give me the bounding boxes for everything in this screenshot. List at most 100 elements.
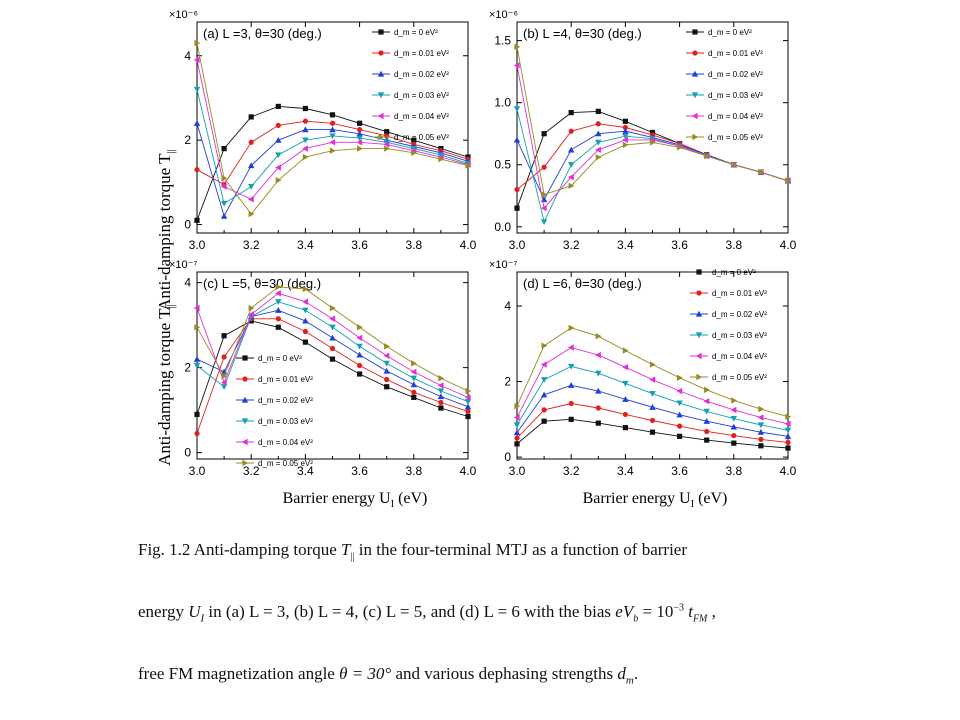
data-point: [248, 114, 254, 120]
x-tick-label: 3.6: [671, 238, 688, 252]
data-point: [731, 440, 737, 446]
data-point: [649, 361, 656, 368]
y-tick-label: 0: [184, 446, 191, 460]
data-point: [329, 126, 336, 133]
data-point: [704, 386, 710, 394]
data-point: [411, 137, 417, 143]
x-tick-label: 3.2: [563, 464, 580, 478]
y-tick-label: 2: [184, 133, 191, 147]
x-tick-label: 4.0: [460, 464, 477, 478]
data-point: [785, 439, 791, 445]
series-4: [513, 344, 791, 428]
data-point: [193, 120, 201, 126]
legend-marker: [378, 50, 384, 56]
data-point: [541, 418, 547, 424]
data-point: [384, 384, 390, 390]
data-point: [622, 411, 629, 418]
legend-marker: [242, 376, 248, 382]
data-point: [356, 130, 363, 137]
data-point: [622, 347, 629, 354]
series-1: [194, 316, 471, 437]
data-point: [514, 435, 520, 441]
legend-marker: [691, 112, 698, 120]
data-point: [329, 304, 336, 312]
x-tick-label: 3.2: [243, 464, 260, 478]
legend-label: d_m = 0.02 eV²: [258, 396, 313, 405]
data-point: [622, 133, 629, 140]
data-point: [622, 124, 629, 131]
data-point: [649, 429, 656, 435]
y-tick-label: 0.5: [494, 158, 511, 172]
x-tick-label: 3.2: [563, 238, 580, 252]
data-point: [248, 162, 255, 169]
data-point: [329, 315, 336, 322]
chart-panel-1: 3.0 3.2 3.4 3.6 3.8 4.0 0 2 4 ×10⁻⁶ (a) L =3, θ=30…: [169, 9, 477, 252]
series-2: [513, 382, 792, 439]
data-point: [785, 177, 792, 185]
data-point: [384, 343, 390, 350]
data-point: [329, 356, 336, 362]
data-point: [329, 112, 336, 118]
legend-label: d_m = 0.05 eV²: [394, 133, 449, 142]
data-point: [194, 217, 200, 223]
data-point: [541, 191, 548, 198]
data-point: [622, 396, 629, 402]
data-point: [703, 398, 710, 405]
data-point: [356, 343, 363, 350]
panel-title: (c) L =5, θ=30 (deg.): [203, 276, 321, 291]
caption-line-1: Fig. 1.2 Anti-damping torque T|| in the …: [138, 540, 687, 563]
legend: d_m = 0 eV² d_m = 0.01 eV² d_m = 0.02 eV² d…: [690, 268, 767, 382]
data-point: [649, 376, 656, 383]
data-point: [784, 420, 791, 428]
data-point: [514, 186, 520, 193]
data-point: [568, 324, 575, 332]
x-tick-label: 3.6: [671, 464, 688, 478]
data-point: [302, 339, 308, 345]
legend: d_m = 0 eV² d_m = 0.01 eV² d_m = 0.02 eV² d…: [686, 28, 763, 142]
legend-label: d_m = 0.03 eV²: [708, 91, 763, 100]
data-point: [357, 362, 363, 369]
data-point: [220, 384, 228, 390]
data-point: [411, 389, 417, 395]
data-point: [785, 445, 791, 451]
legend-label: d_m = 0.03 eV²: [394, 91, 449, 100]
data-point: [275, 316, 281, 322]
legend-marker: [695, 310, 703, 317]
data-point: [676, 411, 683, 418]
data-point: [220, 212, 228, 219]
legend-label: d_m = 0.05 eV²: [708, 133, 763, 142]
legend-label: d_m = 0.03 eV²: [712, 331, 767, 340]
data-point: [329, 345, 336, 352]
data-point: [704, 428, 710, 435]
data-point: [513, 414, 520, 421]
data-point: [703, 418, 710, 424]
data-point: [357, 127, 363, 133]
chart-panel-4: 3.0 3.2 3.4 3.6 3.8 4.0 0 2 4 ×10⁻⁷ (d) L =6, θ=30…: [489, 259, 797, 478]
legend-marker: [378, 29, 384, 35]
legend-marker: [242, 459, 249, 467]
data-point: [411, 360, 417, 367]
data-point: [622, 141, 629, 149]
data-point: [329, 147, 336, 154]
y-tick-label: 4: [184, 276, 191, 290]
data-point: [757, 428, 765, 435]
data-point: [248, 304, 255, 312]
data-point: [302, 328, 308, 335]
legend-label: d_m = 0.01 eV²: [708, 49, 763, 58]
data-point: [758, 436, 764, 442]
data-point: [595, 351, 601, 359]
data-point: [541, 131, 547, 137]
data-point: [356, 334, 363, 342]
x-tick-label: 4.0: [460, 238, 477, 252]
data-point: [275, 307, 282, 313]
x-tick-label: 3.0: [509, 464, 526, 478]
legend-marker: [696, 373, 703, 381]
data-point: [383, 367, 390, 374]
data-point: [437, 388, 445, 395]
data-point: [356, 139, 363, 146]
legend-label: d_m = 0 eV²: [394, 28, 438, 37]
data-point: [595, 333, 602, 340]
data-point: [649, 404, 656, 410]
x-tick-label: 3.0: [189, 464, 206, 478]
legend-marker: [695, 352, 702, 360]
